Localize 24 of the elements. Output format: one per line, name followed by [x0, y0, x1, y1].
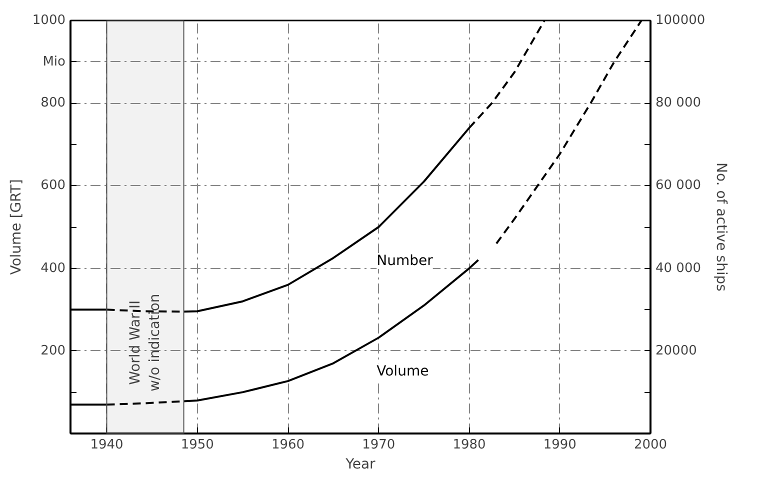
series-label: Volume — [376, 364, 429, 380]
y-tick-label: 1000 — [32, 13, 66, 28]
y-tick-label: 600 — [40, 178, 66, 194]
y-tick-label: 800 — [40, 96, 66, 111]
x-tick-label: 2000 — [634, 438, 668, 452]
y-tick-label: 400 — [40, 260, 66, 276]
y2-tick-label: 60 000 — [656, 178, 701, 194]
y2-tick-label: 40 000 — [656, 260, 701, 276]
x-tick-label: 1970 — [362, 438, 396, 452]
y-axis-title: Volume [GRT] — [8, 179, 24, 275]
series-label: Number — [376, 253, 434, 269]
x-tick-label: 1990 — [543, 438, 576, 452]
band-label: World War II w/o indication — [128, 294, 163, 392]
y2-tick-label: 80 000 — [656, 96, 701, 111]
x-tick-label: 1980 — [452, 438, 486, 452]
y-tick-label: Mio — [42, 54, 66, 70]
x-axis-title: Year — [344, 456, 376, 472]
x-tick-label: 1940 — [90, 438, 124, 452]
y-tick-label: 200 — [40, 343, 66, 358]
y2-tick-label: 20000 — [656, 343, 697, 358]
x-tick-label: 1960 — [271, 438, 305, 452]
y2-axis-title: No. of active ships — [713, 162, 730, 292]
x-tick-label: 1950 — [180, 438, 214, 452]
y2-tick-label: 100000 — [656, 13, 706, 28]
